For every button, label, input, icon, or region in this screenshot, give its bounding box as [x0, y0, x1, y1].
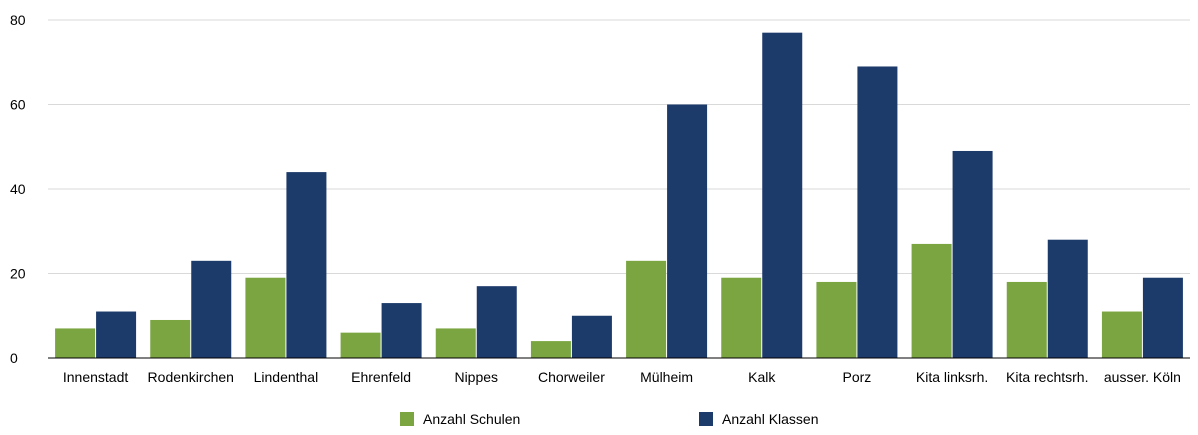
- x-tick-label: Rodenkirchen: [148, 369, 234, 385]
- x-tick-label: Nippes: [454, 369, 498, 385]
- x-tick-label: Kalk: [748, 369, 776, 385]
- y-tick-label: 20: [10, 266, 26, 282]
- bar-schulen: [435, 328, 476, 358]
- x-tick-label: Lindenthal: [254, 369, 319, 385]
- bar-klassen: [952, 150, 993, 358]
- bar-klassen: [476, 286, 517, 358]
- bars-layer: [55, 32, 1183, 359]
- legend-label: Anzahl Klassen: [722, 411, 819, 427]
- bar-klassen: [96, 311, 137, 358]
- bar-klassen: [286, 172, 327, 358]
- x-tick-label: Kita linksrh.: [916, 369, 988, 385]
- bar-schulen: [721, 277, 762, 358]
- x-tick-label: Chorweiler: [538, 369, 605, 385]
- bar-klassen: [1047, 239, 1088, 358]
- bar-klassen: [762, 32, 803, 359]
- bar-klassen: [571, 315, 612, 358]
- y-tick-label: 60: [10, 97, 26, 113]
- grid-layer: [48, 19, 1190, 274]
- legend-swatch: [699, 412, 713, 426]
- bar-schulen: [1101, 311, 1142, 358]
- bar-schulen: [340, 332, 381, 358]
- y-tick-label: 40: [10, 181, 26, 197]
- bar-klassen: [191, 260, 232, 358]
- x-tick-label: Ehrenfeld: [351, 369, 411, 385]
- bar-klassen: [381, 303, 422, 358]
- x-tick-label: Innenstadt: [63, 369, 128, 385]
- bar-schulen: [1006, 281, 1047, 358]
- x-tick-label: Mülheim: [640, 369, 693, 385]
- bar-klassen: [857, 66, 898, 358]
- bar-schulen: [150, 319, 191, 358]
- y-tick-label: 80: [10, 12, 26, 28]
- bar-schulen: [245, 277, 286, 358]
- y-tick-label: 0: [10, 350, 18, 366]
- bar-klassen: [667, 104, 708, 358]
- bar-schulen: [911, 243, 952, 358]
- x-tick-label: ausser. Köln: [1104, 369, 1181, 385]
- bar-schulen: [55, 328, 96, 358]
- legend-swatch: [400, 412, 414, 426]
- legend-label: Anzahl Schulen: [423, 411, 520, 427]
- bar-schulen: [626, 260, 667, 358]
- x-tick-label: Porz: [843, 369, 872, 385]
- bar-klassen: [1142, 277, 1183, 358]
- axis-layer: 0 20 40 60 80 Innenstadt Rodenkirchen Lindentha…: [10, 12, 1190, 385]
- bar-schulen: [816, 281, 857, 358]
- bar-schulen: [530, 341, 571, 358]
- x-tick-label: Kita rechtsrh.: [1006, 369, 1088, 385]
- legend: Anzahl Schulen Anzahl Klassen: [400, 411, 819, 427]
